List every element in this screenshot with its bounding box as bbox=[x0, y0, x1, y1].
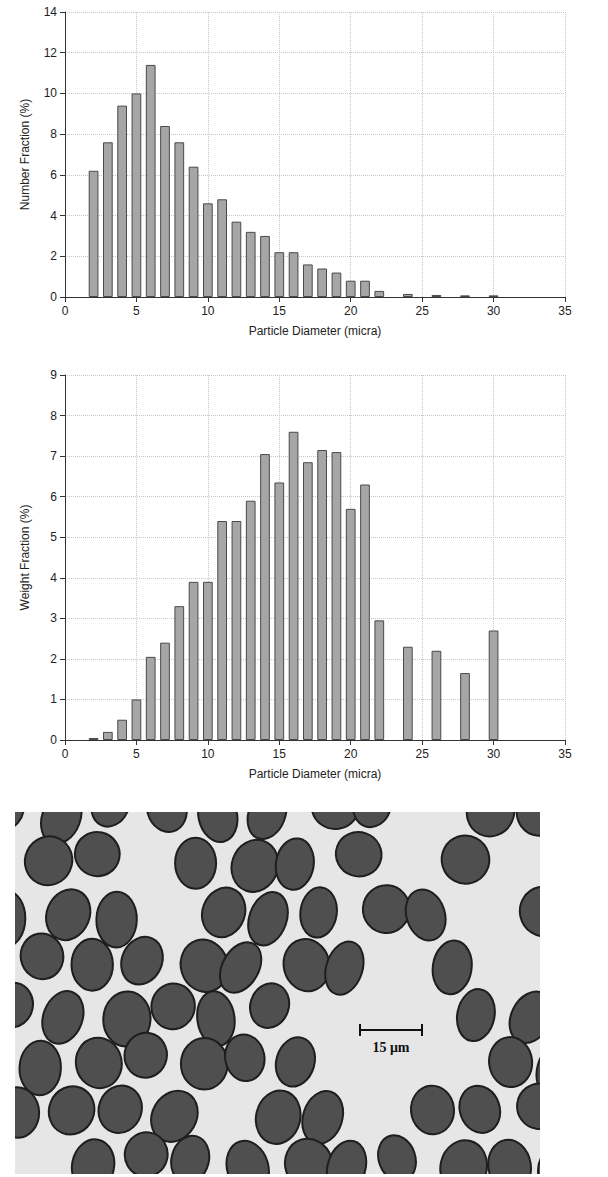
svg-text:Weight Fraction (%): Weight Fraction (%) bbox=[18, 505, 32, 611]
svg-text:2: 2 bbox=[50, 652, 57, 666]
svg-text:0: 0 bbox=[50, 733, 57, 747]
svg-text:5: 5 bbox=[133, 304, 140, 318]
svg-text:25: 25 bbox=[415, 304, 429, 318]
svg-text:Particle Diameter (micra): Particle Diameter (micra) bbox=[249, 324, 382, 338]
svg-text:3: 3 bbox=[50, 611, 57, 625]
svg-text:9: 9 bbox=[50, 368, 57, 382]
svg-text:14: 14 bbox=[44, 5, 58, 19]
svg-text:30: 30 bbox=[487, 304, 501, 318]
svg-text:15: 15 bbox=[273, 304, 287, 318]
svg-text:6: 6 bbox=[50, 168, 57, 182]
svg-text:Particle Diameter (micra): Particle Diameter (micra) bbox=[249, 767, 382, 781]
svg-text:2: 2 bbox=[50, 249, 57, 263]
svg-text:12: 12 bbox=[44, 46, 58, 60]
svg-text:5: 5 bbox=[133, 747, 140, 761]
svg-text:6: 6 bbox=[50, 490, 57, 504]
svg-text:10: 10 bbox=[201, 747, 215, 761]
svg-text:4: 4 bbox=[50, 209, 57, 223]
svg-text:20: 20 bbox=[344, 747, 358, 761]
svg-text:15 μm: 15 μm bbox=[372, 1040, 409, 1055]
svg-text:8: 8 bbox=[50, 409, 57, 423]
svg-text:15: 15 bbox=[273, 747, 287, 761]
svg-text:1: 1 bbox=[50, 692, 57, 706]
svg-text:Number Fraction (%): Number Fraction (%) bbox=[18, 99, 32, 210]
svg-text:35: 35 bbox=[558, 747, 572, 761]
svg-text:10: 10 bbox=[201, 304, 215, 318]
svg-text:0: 0 bbox=[50, 290, 57, 304]
svg-text:10: 10 bbox=[44, 86, 58, 100]
svg-text:5: 5 bbox=[50, 530, 57, 544]
svg-text:35: 35 bbox=[558, 304, 572, 318]
svg-text:30: 30 bbox=[487, 747, 501, 761]
svg-text:0: 0 bbox=[62, 304, 69, 318]
svg-text:0: 0 bbox=[62, 747, 69, 761]
svg-text:8: 8 bbox=[50, 127, 57, 141]
svg-text:7: 7 bbox=[50, 449, 57, 463]
svg-text:4: 4 bbox=[50, 571, 57, 585]
svg-text:20: 20 bbox=[344, 304, 358, 318]
svg-text:25: 25 bbox=[415, 747, 429, 761]
